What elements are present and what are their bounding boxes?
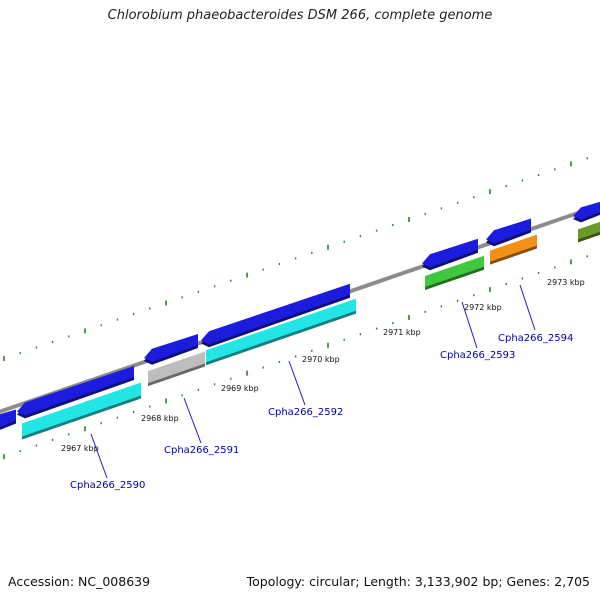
scale-label-2967: 2967 kbp: [61, 444, 99, 453]
scale-ticks: [3, 157, 588, 460]
scale-label-2969: 2969 kbp: [221, 384, 259, 393]
accession-text: Accession: NC_008639: [8, 574, 151, 589]
gene-bar-2594[interactable]: [490, 234, 537, 265]
scale-label-2968: 2968 kbp: [141, 414, 179, 423]
gene-bar-2591-body: [148, 351, 205, 384]
gene-bar-2592-body: [206, 298, 356, 363]
scale-label-2973: 2973 kbp: [547, 278, 585, 287]
scale-label-2971: 2971 kbp: [383, 328, 421, 337]
gene-label-cpha266-2594[interactable]: Cpha266_2594: [498, 333, 573, 344]
cds-arrow-2591-body: [144, 333, 198, 362]
cds-arrow-2593[interactable]: [422, 238, 478, 271]
scale-label-2970: 2970 kbp: [302, 355, 340, 364]
cds-arrow-edge[interactable]: [0, 409, 16, 431]
gene-label-cpha266-2590[interactable]: Cpha266_2590: [70, 480, 145, 491]
gene-bar-2590-body: [22, 382, 141, 437]
gene-label-cpha266-2592[interactable]: Cpha266_2592: [268, 407, 343, 418]
cds-arrow-2592[interactable]: [201, 283, 350, 348]
gene-bar-2592[interactable]: [206, 298, 356, 366]
cds-arrow-2590[interactable]: [17, 365, 134, 419]
cds-arrow-edge-body: [0, 409, 16, 427]
cds-arrow-2594[interactable]: [486, 218, 531, 247]
gene-label-cpha266-2593[interactable]: Cpha266_2593: [440, 350, 515, 361]
gene-features: [0, 201, 600, 440]
gene-bar-2594-body: [490, 234, 537, 262]
gene-label-line-2590: [90, 433, 108, 479]
cds-arrow-2591[interactable]: [144, 333, 198, 365]
cds-arrow-2593-body: [422, 238, 478, 268]
cds-arrow-2594-body: [486, 218, 531, 244]
map-title: Chlorobium phaeobacteroides DSM 266, com…: [107, 8, 493, 23]
gene-bar-2593[interactable]: [425, 255, 484, 290]
cds-arrow-next-body: [573, 201, 600, 220]
gene-bar-2590[interactable]: [22, 382, 141, 440]
gene-label-line-2592: [288, 360, 306, 406]
cds-arrow-2592-body: [201, 283, 350, 345]
gene-label-line-2591: [183, 397, 202, 444]
gene-label-cpha266-2591[interactable]: Cpha266_2591: [164, 445, 239, 456]
gene-label-line-2594: [519, 284, 536, 331]
gene-bar-2593-body: [425, 255, 484, 287]
gene-bar-2591[interactable]: [148, 351, 205, 387]
cds-arrow-2590-body: [17, 365, 134, 416]
gene-bar-next-body: [578, 221, 600, 240]
gene-label-line-2593: [461, 301, 478, 349]
genome-summary-text: Topology: circular; Length: 3,133,902 bp…: [246, 574, 590, 589]
scale-label-2972: 2972 kbp: [464, 303, 502, 312]
gene-bar-next[interactable]: [578, 221, 600, 243]
cds-arrow-next[interactable]: [573, 201, 600, 223]
